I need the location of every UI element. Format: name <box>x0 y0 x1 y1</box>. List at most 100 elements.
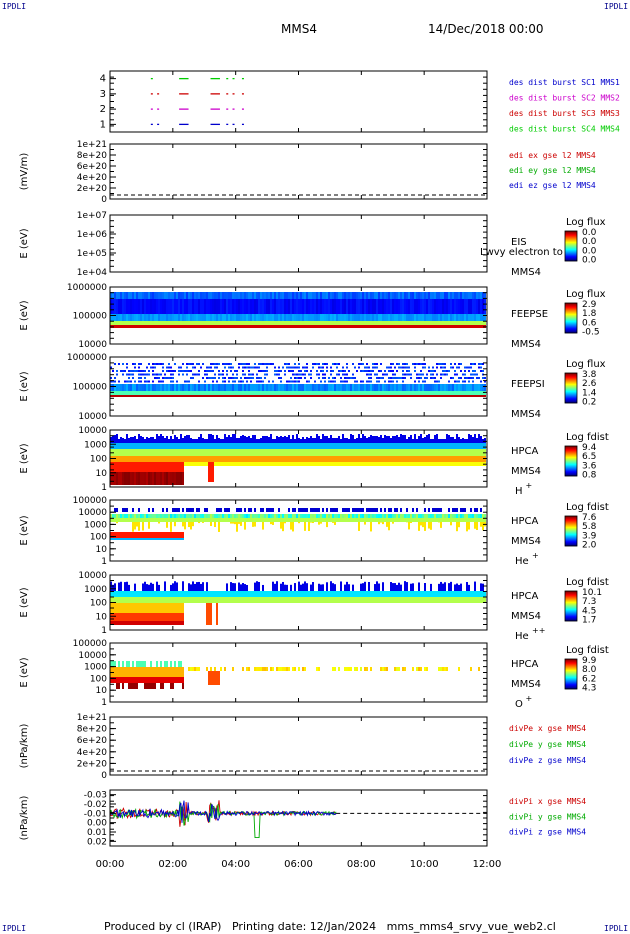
edi-y-tick-label: 6e+20 <box>77 162 108 172</box>
hpca_o-species-label: O <box>515 699 523 710</box>
hpca_h-y-tick-label: 10000 <box>78 426 107 436</box>
hpca_hepp-species-label: He <box>515 631 529 642</box>
x-tick-label: 02:00 <box>158 859 187 870</box>
eis-colorbar-tick: 0.0 <box>582 237 597 247</box>
hpca_he-y-axis-label: E (eV) <box>19 515 30 545</box>
burst-legend-entry: des dist burst SC3 MMS3 <box>509 109 620 118</box>
divpe-y-tick-label: 1e+21 <box>77 713 107 723</box>
eis-colorbar-tick: 0.0 <box>582 256 597 266</box>
feepse-y-tick-label: 1000000 <box>67 283 107 293</box>
hpca_hepp-colorbar-tick: 1.7 <box>582 616 596 626</box>
hpca_he-species-label: He <box>515 556 529 567</box>
eis-y-tick-label: 1e+04 <box>77 268 108 278</box>
eis-instrument-label: EIS <box>511 237 527 248</box>
divpi-series-line <box>109 800 337 823</box>
hpca_he-species-charge: + <box>532 551 539 560</box>
hpca_he-y-tick-label: 10 <box>96 545 108 555</box>
eis-overlay-text: Lwvy electron to <box>480 247 563 258</box>
feepse-instrument-label: FEEPSE <box>511 309 548 320</box>
hpca_o-y-tick-label: 1 <box>101 698 107 708</box>
divpe-y-tick-label: 2e+20 <box>77 759 108 769</box>
hpca_he-colorbar-tick: 2.0 <box>582 541 597 551</box>
eis-colorbar <box>564 230 578 262</box>
date-time-title: 14/Dec/2018 00:00 <box>428 22 544 36</box>
divpe-y-tick-label: 8e+20 <box>77 725 108 735</box>
burst-y-tick-label: 2 <box>100 104 106 115</box>
burst-frame <box>109 70 488 133</box>
hpca_o-y-axis-label: E (eV) <box>19 657 30 687</box>
divpe-legend-entry: divPe z gse MMS4 <box>509 756 586 765</box>
hpca_o-colorbar-tick: 9.9 <box>582 656 597 666</box>
hpca_h-colorbar-tick: 9.4 <box>582 443 597 453</box>
divpe-legend-entry: divPe x gse MMS4 <box>509 724 586 733</box>
edi-y-tick-label: 8e+20 <box>77 151 108 161</box>
x-tick-label: 10:00 <box>410 859 439 870</box>
eis-y-tick-label: 1e+07 <box>77 211 107 221</box>
footer-filename: mms_mms4_srvy_vue_web2.cl <box>386 920 556 933</box>
divpi-y-tick-label: -0.02 <box>84 800 107 810</box>
hpca_h-colorbar-tick: 6.5 <box>582 452 596 462</box>
feepsi-colorbar-tick: 0.2 <box>582 398 596 408</box>
divpi-y-tick-label: -0.03 <box>84 791 107 801</box>
burst-y-tick-label: 4 <box>100 74 106 85</box>
feepsi-colorbar <box>564 372 578 404</box>
x-tick-label: 00:00 <box>96 859 125 870</box>
hpca_h-species-charge: + <box>526 481 533 490</box>
edi-y-tick-label: 4e+20 <box>77 173 108 183</box>
feepse-spectrogram <box>110 292 486 328</box>
hpca_o-colorbar-title: Log fdist <box>566 645 609 656</box>
feepsi-spectrogram <box>110 363 486 397</box>
edi-y-axis-label: (mV/m) <box>19 153 30 191</box>
eis-y-axis-label: E (eV) <box>19 228 30 258</box>
divpi-y-tick-label: 0.00 <box>87 819 107 829</box>
hpca_h-y-axis-label: E (eV) <box>19 443 30 473</box>
divpi-legend-entry: divPi z gse MMS4 <box>509 828 586 837</box>
feepse-colorbar-tick: 1.8 <box>582 309 597 319</box>
hpca_hepp-colorbar-tick: 7.3 <box>582 597 596 607</box>
edi-frame <box>109 143 488 200</box>
hpca_he-colorbar-tick: 5.8 <box>582 522 597 532</box>
corner-label-bottom-right: IPDLI <box>604 924 629 933</box>
feepse-colorbar-tick: 0.6 <box>582 318 597 328</box>
mission-title: MMS4 <box>281 22 317 36</box>
hpca_hepp-y-tick-label: 100 <box>90 599 107 609</box>
edi-y-tick-label: 0 <box>101 195 107 205</box>
corner-label-bottom-left: IPDLI <box>2 924 27 933</box>
eis-y-tick-label: 1e+06 <box>77 230 108 240</box>
feepsi-colorbar-title: Log flux <box>566 359 606 370</box>
feepse-y-tick-label: 100000 <box>73 312 108 322</box>
hpca_h-y-tick-label: 1 <box>101 483 107 493</box>
feepse-colorbar-tick: 2.9 <box>582 300 597 310</box>
feepse-colorbar <box>564 302 578 334</box>
hpca_h-colorbar-tick: 3.6 <box>582 461 597 471</box>
edi-y-tick-label: 1e+21 <box>77 140 107 150</box>
hpca_h-colorbar-tick: 0.8 <box>582 471 597 481</box>
hpca_o-spacecraft-label: MMS4 <box>511 679 541 690</box>
eis-spacecraft-label: MMS4 <box>511 267 541 278</box>
divpi-frame <box>109 789 488 847</box>
feepsi-colorbar-tick: 2.6 <box>582 379 597 389</box>
burst-legend-entry: des dist burst SC2 MMS2 <box>509 94 620 103</box>
divpi-series-line <box>109 801 337 839</box>
feepse-colorbar-tick: -0.5 <box>582 328 600 338</box>
divpe-y-tick-label: 0 <box>101 771 107 781</box>
hpca_o-y-tick-label: 10000 <box>78 651 107 661</box>
x-tick-label: 06:00 <box>284 859 313 870</box>
divpi-legend-entry: divPi x gse MMS4 <box>509 797 586 806</box>
feepsi-y-tick-label: 100000 <box>73 383 108 393</box>
hpca_o-spectrogram <box>110 661 480 689</box>
feepse-y-axis-label: E (eV) <box>19 300 30 330</box>
hpca_o-instrument-label: HPCA <box>511 659 539 670</box>
x-tick-label: 08:00 <box>347 859 376 870</box>
eis-colorbar-title: Log flux <box>566 217 606 228</box>
hpca_hepp-y-tick-label: 10 <box>96 612 108 622</box>
burst-y-tick-label: 1 <box>100 119 106 130</box>
eis-frame <box>109 214 488 273</box>
feepsi-instrument-label: FEEPSI <box>511 379 545 390</box>
corner-label-top-right: IPDLI <box>604 2 629 11</box>
hpca_hepp-y-tick-label: 1 <box>101 626 107 636</box>
hpca_h-spectrogram <box>110 434 486 485</box>
hpca_hepp-y-tick-label: 10000 <box>78 571 107 581</box>
footer-producer: Produced by cl (IRAP) <box>104 920 222 933</box>
x-tick-label: 04:00 <box>221 859 250 870</box>
